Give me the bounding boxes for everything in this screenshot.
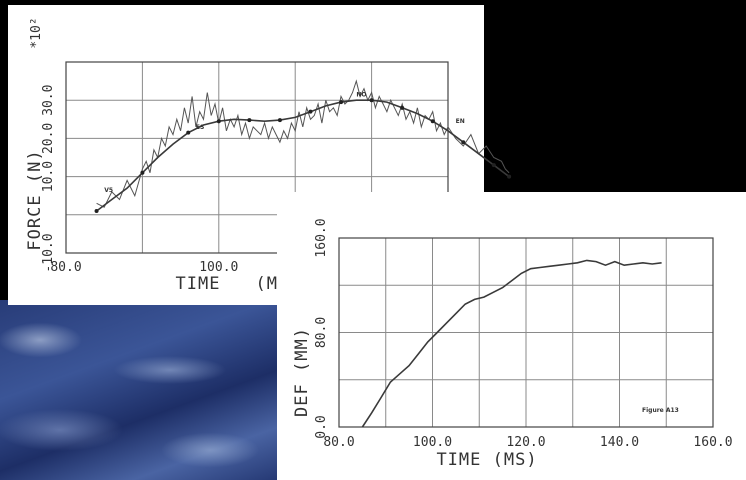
data-point-marker — [430, 119, 435, 124]
x-tick-label: 100.0 — [199, 260, 238, 275]
y-tick-label: 20.0 — [41, 123, 56, 154]
x-axis-label: TIME (MS) — [436, 450, 537, 470]
y-axis-label: FORCE (N) — [25, 149, 45, 250]
y-tick-label: 10.0 — [41, 161, 56, 192]
data-point-marker — [277, 118, 282, 123]
smoothed-force-line — [96, 99, 510, 212]
force-chart-svg: 80.0100.0120.0-10.010.020.030.0*10²FORCE… — [25, 17, 512, 294]
y-multiplier-label: *10² — [29, 17, 44, 48]
x-tick-label: 80.0 — [50, 260, 81, 275]
plot-frame — [338, 237, 714, 428]
noisy-force-line — [96, 79, 510, 208]
x-axis-label: TIME — [176, 274, 221, 294]
deflection-time-chart: 80.0 100.0 120.0 140.0 160.0 0.0 80.0 160.0 DEF … — [277, 192, 746, 480]
x-tick-label: 140.0 — [600, 435, 639, 450]
data-point-marker — [140, 170, 145, 175]
data-point-marker — [369, 98, 374, 103]
y-axis-label: DEF (MM) — [292, 327, 312, 417]
y-tick-label: 0.0 — [314, 415, 329, 438]
series-tag-label: EN — [456, 118, 465, 125]
force-time-chart: 80.0100.0120.0-10.010.020.030.0*10²FORCE… — [8, 5, 512, 305]
x-tick-label: 80.0 — [323, 435, 354, 450]
data-point-marker — [400, 105, 405, 110]
y-tick-label: 30.0 — [41, 85, 56, 116]
x-tick-label: 100.0 — [413, 435, 452, 450]
x-tick-label: 120.0 — [506, 435, 545, 450]
y-tick-label: -10.0 — [41, 233, 56, 272]
data-point-marker — [216, 119, 221, 124]
x-tick-label: 160.0 — [693, 435, 732, 450]
y-tick-label: 80.0 — [314, 317, 329, 348]
data-point-marker — [94, 208, 99, 213]
series-tag-label: ES — [196, 124, 204, 131]
data-point-marker — [247, 118, 252, 123]
plot-frame — [65, 61, 449, 254]
y-tick-label: 160.0 — [314, 218, 329, 257]
deflection-chart-svg: 80.0 100.0 120.0 140.0 160.00.080.0160.0DEF … — [292, 218, 733, 470]
data-point-marker — [339, 100, 344, 105]
series-tag-label: V5 — [104, 187, 113, 194]
deflection-line — [361, 259, 662, 428]
data-point-marker — [461, 140, 466, 145]
data-point-marker — [507, 174, 512, 179]
background-photo — [0, 300, 290, 480]
series-tag-label: NO — [356, 91, 366, 98]
data-point-marker — [491, 163, 496, 168]
data-point-marker — [308, 109, 313, 114]
figure-annotation: Figure A13 — [642, 407, 679, 414]
data-point-marker — [186, 130, 191, 135]
